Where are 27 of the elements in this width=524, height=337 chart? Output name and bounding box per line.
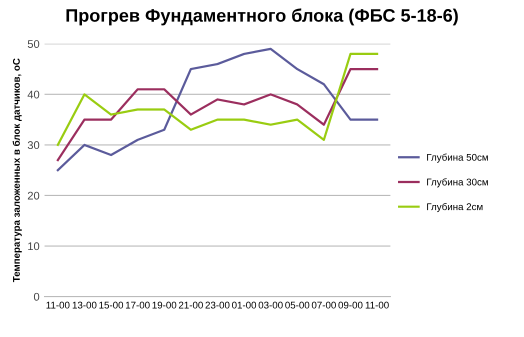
- x-tick-label: 01-00: [232, 302, 256, 309]
- x-tick-label: 07-00: [312, 302, 336, 309]
- y-axis-title: Температура заложенных в блок датчиков, оС: [12, 58, 22, 282]
- y-tick-label: 50: [28, 40, 40, 48]
- x-tick-label: 11-00: [366, 302, 389, 309]
- line-series: [56, 48, 378, 172]
- y-tick-label: 40: [28, 90, 40, 98]
- line-series: [56, 52, 378, 146]
- legend-label: Глубина 30см: [427, 178, 488, 188]
- line-series: [56, 68, 378, 162]
- y-tick-label: 0: [34, 292, 40, 301]
- x-tick-label: 03-00: [258, 302, 283, 309]
- x-tick-label: 11-00: [46, 302, 70, 309]
- x-tick-label: 17-00: [126, 302, 150, 309]
- x-tick-label: 19-00: [152, 302, 176, 309]
- y-tick-label: 10: [28, 242, 40, 250]
- x-tick-label: 15-00: [99, 302, 124, 309]
- y-tick-label: 20: [28, 192, 40, 200]
- chart-title: Прогрев Фундаментного блока (ФБС 5-18-6): [66, 8, 458, 26]
- x-tick-label: 05-00: [285, 302, 310, 309]
- legend-label: Глубина 2см: [427, 202, 482, 212]
- y-tick-label: 30: [28, 141, 40, 150]
- legend-label: Глубина 50см: [427, 154, 488, 163]
- x-tick-label: 23-00: [206, 302, 230, 309]
- x-tick-label: 09-00: [338, 302, 363, 309]
- x-tick-label: 21-00: [178, 302, 203, 309]
- x-tick-label: 13-00: [72, 302, 96, 309]
